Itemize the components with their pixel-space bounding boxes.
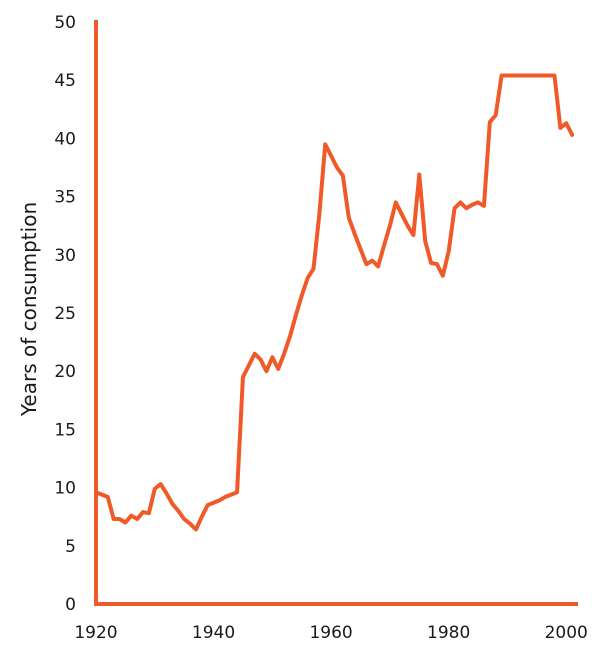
x-tick-label: 2000 xyxy=(545,623,588,643)
x-tick-label: 1940 xyxy=(192,623,235,643)
y-tick-label: 30 xyxy=(54,246,76,266)
y-axis-tick-labels: 0 5 10 15 20 25 30 35 40 45 50 xyxy=(54,13,76,615)
x-tick-label: 1980 xyxy=(427,623,470,643)
y-tick-label: 0 xyxy=(65,595,76,615)
y-tick-label: 45 xyxy=(54,71,76,91)
x-axis-tick-labels: 1920 1940 1960 1980 2000 xyxy=(74,623,588,643)
y-tick-label: 20 xyxy=(54,362,76,382)
y-tick-label: 40 xyxy=(54,129,76,149)
y-axis-title: Years of consumption xyxy=(17,202,41,417)
y-tick-label: 5 xyxy=(65,537,76,557)
series-line xyxy=(94,73,575,532)
y-tick-label: 50 xyxy=(54,13,76,33)
y-tick-label: 15 xyxy=(54,420,76,440)
y-tick-label: 10 xyxy=(54,479,76,499)
x-tick-label: 1960 xyxy=(309,623,352,643)
x-tick-label: 1920 xyxy=(74,623,117,643)
y-tick-label: 35 xyxy=(54,188,76,208)
y-tick-label: 25 xyxy=(54,304,76,324)
